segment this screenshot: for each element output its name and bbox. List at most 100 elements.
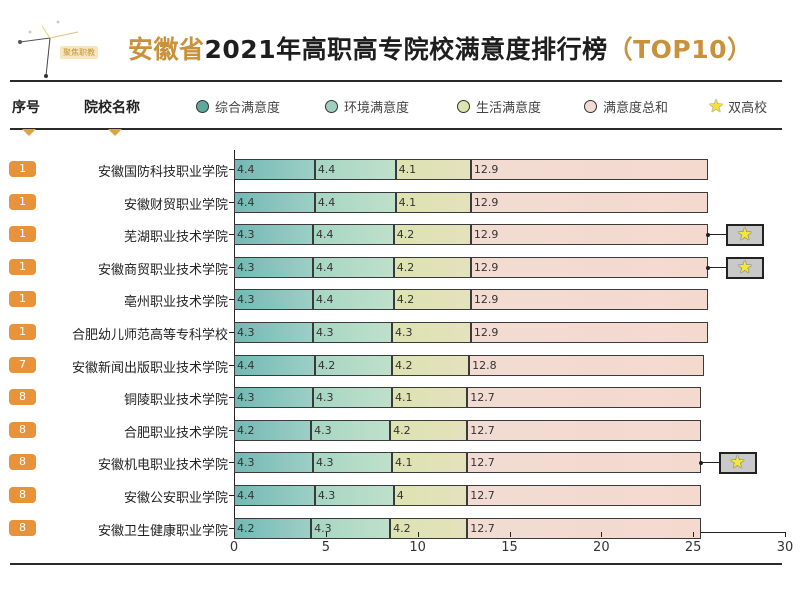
bar-segment: 4.3 bbox=[391, 322, 471, 343]
bar-segment: 4.2 bbox=[314, 354, 392, 376]
y-tick bbox=[229, 169, 234, 170]
bar-segment: 12.9 bbox=[470, 256, 708, 278]
triangle-marker-icon bbox=[108, 129, 122, 136]
y-tick bbox=[229, 527, 234, 529]
header-divider-top bbox=[10, 80, 782, 82]
legend-label: 综合满意度 bbox=[215, 101, 281, 116]
bar-segment: 4.2 bbox=[390, 419, 468, 441]
school-name: 铜陵职业技术学院 bbox=[123, 393, 228, 409]
bar-segment: 4.3 bbox=[234, 387, 313, 409]
sparkle-logo-icon bbox=[18, 20, 79, 78]
rank-badge: 8 bbox=[9, 421, 36, 438]
bar-segment: 4.3 bbox=[312, 322, 392, 343]
footer-divider bbox=[10, 563, 782, 565]
bar-segment: 12.9 bbox=[470, 159, 708, 180]
leader-line bbox=[700, 462, 719, 464]
y-tick bbox=[229, 429, 234, 431]
bar-segment: 4.4 bbox=[312, 224, 394, 246]
star-icon: ★ bbox=[725, 256, 764, 279]
rank-badge: 8 bbox=[9, 519, 36, 536]
school-name: 安徽机电职业技术学院 bbox=[97, 458, 228, 474]
school-name: 合肥职业技术学院 bbox=[123, 425, 228, 441]
bar-segment: 4.1 bbox=[391, 387, 468, 409]
legend-label: 满意度总和 bbox=[603, 101, 669, 116]
rank-badge: 8 bbox=[9, 389, 36, 406]
bar-segment: 4.3 bbox=[312, 452, 392, 474]
y-tick bbox=[229, 299, 234, 301]
bar-segment: 12.7 bbox=[467, 517, 701, 539]
name-column-header: 院校名称 bbox=[84, 100, 140, 116]
legend-item-environment: 环境满意度 bbox=[325, 97, 409, 116]
x-tick bbox=[693, 532, 695, 537]
x-tick-label: 25 bbox=[684, 540, 702, 555]
triangle-marker-icon bbox=[22, 129, 36, 136]
school-name: 合肥幼儿师范高等专科学校 bbox=[71, 328, 228, 343]
bar-segment: 4.3 bbox=[234, 256, 313, 278]
x-tick-label: 20 bbox=[593, 540, 610, 555]
y-tick bbox=[229, 495, 234, 496]
title-main: 2021年高职高专院校满意度排行榜 bbox=[204, 35, 608, 64]
x-tick bbox=[325, 532, 327, 537]
rank-badge: 8 bbox=[9, 454, 36, 471]
bar-segment: 4.3 bbox=[234, 224, 313, 246]
x-tick bbox=[785, 532, 786, 537]
leader-dot bbox=[698, 461, 703, 466]
bar-segment: 4.2 bbox=[391, 354, 470, 376]
bar-segment: 4.2 bbox=[390, 517, 468, 539]
rank-badge: 7 bbox=[9, 356, 36, 373]
logo: 聚焦职教 bbox=[8, 18, 118, 78]
legend-item-overall: 综合满意度 bbox=[196, 97, 280, 116]
bar-segment: 12.9 bbox=[470, 289, 708, 311]
bar-segment: 4 bbox=[393, 485, 468, 506]
x-tick-label: 0 bbox=[229, 540, 239, 555]
school-name: 安徽公安职业学院 bbox=[123, 491, 228, 506]
leader-line bbox=[707, 266, 726, 268]
x-tick-label: 15 bbox=[501, 540, 518, 555]
header-divider-bottom bbox=[10, 128, 782, 130]
y-tick bbox=[229, 201, 234, 203]
bar-segment: 12.7 bbox=[467, 419, 701, 441]
circle-icon bbox=[457, 100, 470, 113]
bar-segment: 12.9 bbox=[470, 224, 708, 246]
title-prefix: 安徽省 bbox=[128, 35, 205, 64]
star-icon: ★ bbox=[708, 95, 725, 117]
rank-badge: 8 bbox=[9, 487, 36, 503]
y-tick bbox=[229, 462, 234, 464]
circle-icon bbox=[196, 100, 209, 113]
bar-segment: 4.4 bbox=[312, 289, 394, 311]
leader-line bbox=[707, 234, 726, 236]
bar-segment: 12.9 bbox=[470, 191, 708, 213]
star-icon: ★ bbox=[725, 224, 764, 247]
bar-segment: 4.1 bbox=[391, 452, 468, 474]
bar-segment: 4.2 bbox=[393, 289, 471, 311]
bar-segment: 4.2 bbox=[234, 517, 312, 539]
bar-segment: 4.4 bbox=[312, 256, 394, 278]
bar-segment: 4.2 bbox=[234, 419, 312, 441]
bar-segment: 4.3 bbox=[311, 517, 391, 539]
star-icon: ★ bbox=[718, 452, 757, 475]
school-name: 安徽国防科技职业学院 bbox=[97, 165, 228, 180]
bar-segment: 12.7 bbox=[467, 452, 701, 474]
y-tick bbox=[229, 332, 234, 333]
x-tick-label: 10 bbox=[409, 540, 426, 555]
bar-segment: 4.3 bbox=[311, 419, 391, 441]
rank-badge: 1 bbox=[9, 226, 36, 243]
bar-segment: 4.3 bbox=[234, 289, 313, 311]
bar-segment: 4.3 bbox=[314, 485, 394, 506]
rank-badge: 1 bbox=[9, 324, 36, 340]
bar-segment: 4.3 bbox=[234, 452, 313, 474]
bar-segment: 4.3 bbox=[312, 387, 392, 409]
legend-item-life: 生活满意度 bbox=[457, 97, 541, 116]
title-suffix: （TOP10） bbox=[607, 35, 753, 64]
leader-dot bbox=[705, 265, 710, 270]
bar-segment: 4.2 bbox=[393, 224, 471, 246]
x-tick bbox=[234, 532, 235, 537]
bar-segment: 4.1 bbox=[395, 191, 471, 213]
legend-item-double-high: ★ 双高校 bbox=[708, 97, 767, 116]
y-tick bbox=[229, 364, 234, 366]
legend-item-total: 满意度总和 bbox=[584, 97, 668, 116]
legend-label: 环境满意度 bbox=[344, 101, 410, 116]
school-name: 安徽财贸职业学院 bbox=[123, 197, 228, 213]
school-name: 安徽商贸职业技术学院 bbox=[97, 262, 228, 278]
bar-segment: 4.3 bbox=[234, 322, 313, 343]
